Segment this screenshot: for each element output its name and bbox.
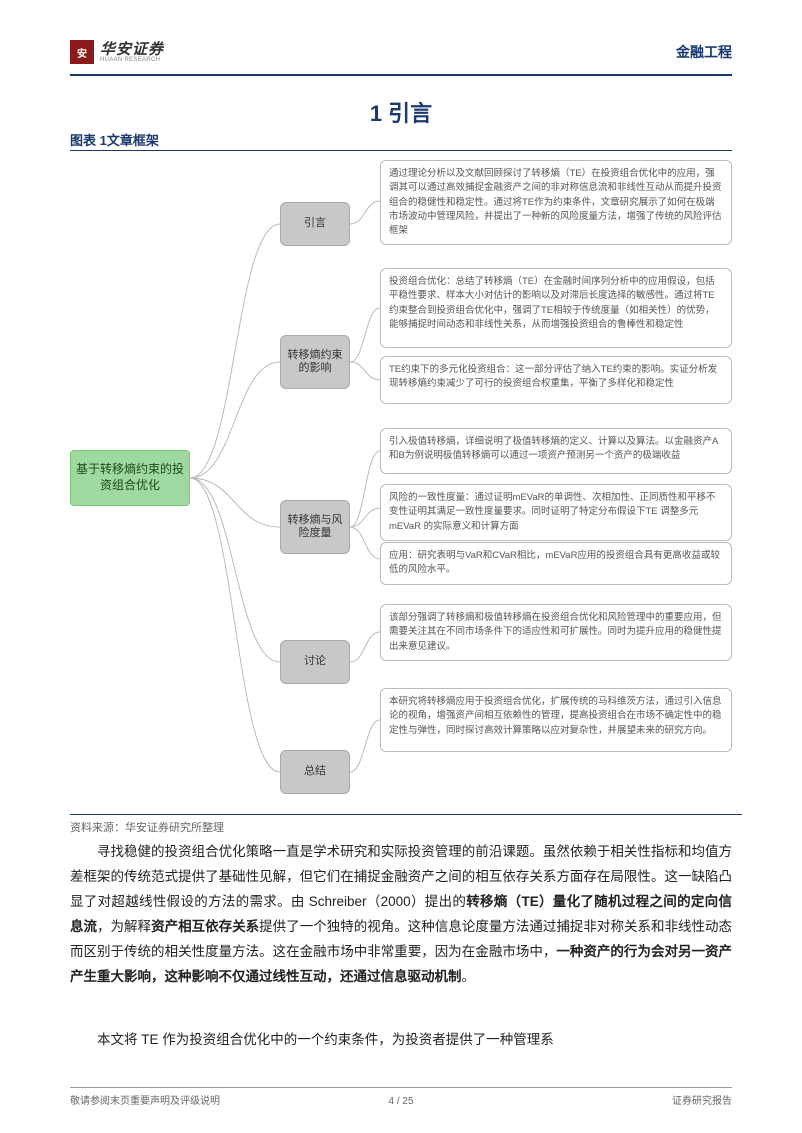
p1-text-e: 。 xyxy=(462,969,476,984)
figure-source-note: 资料来源：华安证券研究所整理 xyxy=(70,814,742,835)
figure-caption-rule xyxy=(70,150,732,151)
logo-text: 华安证券 HUAAN RESEARCH xyxy=(100,42,164,63)
paragraph-1: 寻找稳健的投资组合优化策略一直是学术研究和实际投资管理的前沿课题。虽然依赖于相关… xyxy=(70,840,732,990)
mindmap-branch-node: 总结 xyxy=(280,750,350,794)
p1-bold-2: 资产相互依存关系 xyxy=(151,919,259,934)
logo-mark-icon: 安 xyxy=(70,40,94,64)
figure-caption: 图表 1文章框架 xyxy=(70,130,159,149)
p1-text-c: ，为解释 xyxy=(97,919,151,934)
mindmap-leaf-node: 引入极值转移熵，详细说明了极值转移熵的定义、计算以及算法。以金融资产A和B为例说… xyxy=(380,428,732,474)
section-heading: 1 引言 xyxy=(0,96,802,128)
mindmap-leaf-node: 本研究将转移熵应用于投资组合优化，扩展传统的马科维茨方法，通过引入信息论的视角，… xyxy=(380,688,732,752)
mindmap-diagram: 基于转移熵约束的投资组合优化 引言通过理论分析以及文献回顾探讨了转移熵（TE）在… xyxy=(70,160,732,810)
mindmap-root-node: 基于转移熵约束的投资组合优化 xyxy=(70,450,190,506)
paragraph-2: 本文将 TE 作为投资组合优化中的一个约束条件，为投资者提供了一种管理系 xyxy=(70,1028,732,1053)
page: 安 华安证券 HUAAN RESEARCH 金融工程 1 引言 图表 1文章框架… xyxy=(0,0,802,1133)
mindmap-leaf-node: 该部分强调了转移熵和极值转移熵在投资组合优化和风险管理中的重要应用，但需要关注其… xyxy=(380,604,732,661)
mindmap-leaf-node: 风险的一致性度量：通过证明mEVaR的单调性、次相加性、正同质性和平移不变性证明… xyxy=(380,484,732,541)
mindmap-leaf-node: TE约束下的多元化投资组合：这一部分评估了纳入TE约束的影响。实证分析发现转移熵… xyxy=(380,356,732,404)
logo-en: HUAAN RESEARCH xyxy=(100,57,164,63)
mindmap-branch-node: 转移熵约束的影响 xyxy=(280,335,350,389)
mindmap-leaf-node: 通过理论分析以及文献回顾探讨了转移熵（TE）在投资组合优化中的应用，强调其可以通… xyxy=(380,160,732,245)
brand-logo: 安 华安证券 HUAAN RESEARCH xyxy=(70,40,732,64)
header-category: 金融工程 xyxy=(676,42,732,62)
mindmap-branch-node: 引言 xyxy=(280,202,350,246)
footer-divider xyxy=(70,1087,732,1088)
mindmap-leaf-node: 投资组合优化：总结了转移熵（TE）在金融时间序列分析中的应用假设，包括平稳性要求… xyxy=(380,268,732,348)
header-divider xyxy=(70,74,732,76)
logo-cn: 华安证券 xyxy=(100,42,164,57)
footer-right-note: 证券研究报告 xyxy=(672,1092,732,1107)
mindmap-leaf-node: 应用：研究表明与VaR和CVaR相比，mEVaR应用的投资组合具有更高收益或较低… xyxy=(380,542,732,585)
mindmap-branch-node: 转移熵与风险度量 xyxy=(280,500,350,554)
mindmap-branch-node: 讨论 xyxy=(280,640,350,684)
